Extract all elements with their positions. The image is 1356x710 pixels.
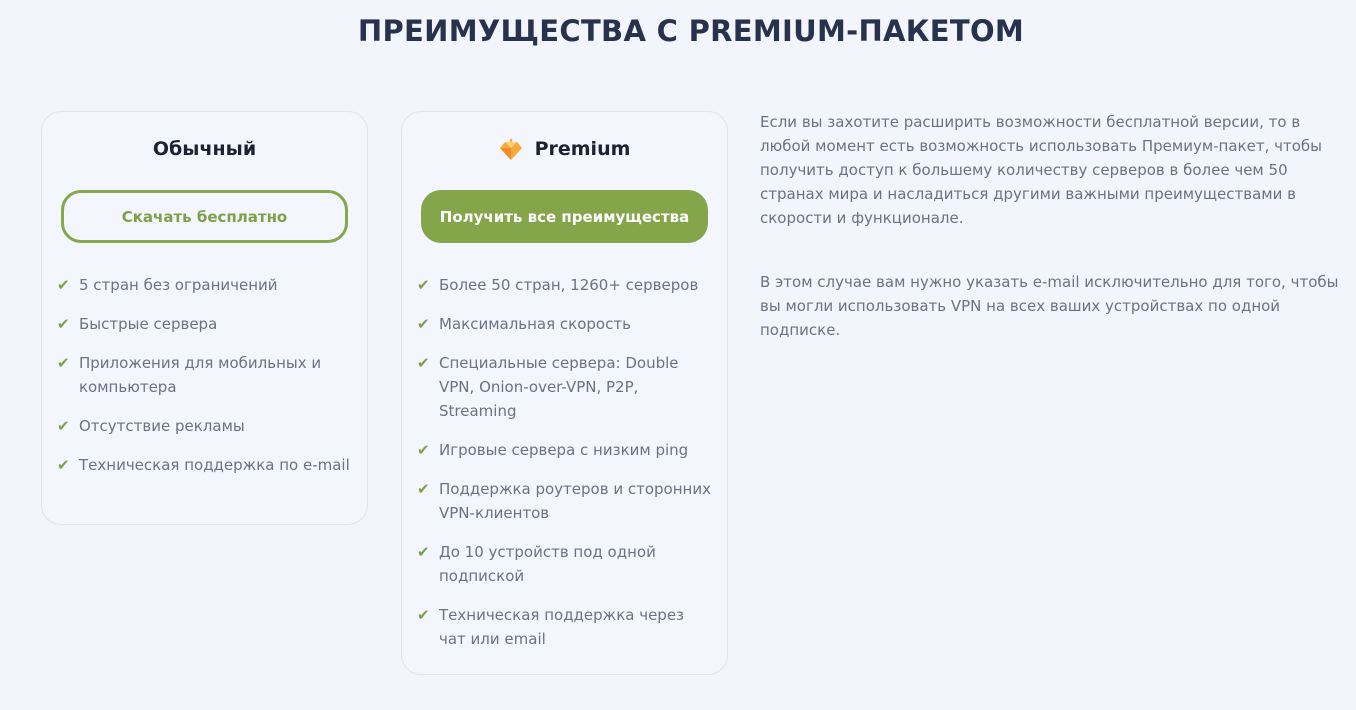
- check-icon: ✔: [417, 315, 430, 333]
- list-item: ✔ 5 стран без ограничений: [57, 273, 353, 297]
- list-item: ✔ До 10 устройств под одной подпиской: [417, 540, 713, 588]
- list-item: ✔ Техническая поддержка через чат или ema…: [417, 603, 713, 651]
- description-paragraph: Если вы захотите расширить возможности б…: [760, 113, 1322, 227]
- description: Если вы захотите расширить возможности б…: [760, 110, 1340, 382]
- plan-name: Premium: [534, 138, 631, 160]
- check-icon: ✔: [57, 276, 70, 294]
- check-icon: ✔: [57, 315, 70, 333]
- page-title: ПРЕИМУЩЕСТВА С PREMIUM-ПАКЕТОМ: [357, 14, 1025, 48]
- check-icon: ✔: [417, 276, 430, 294]
- feature-list: ✔ 5 стран без ограничений ✔ Быстрые сервер…: [42, 273, 367, 477]
- download-free-button[interactable]: Скачать бесплатно: [61, 190, 348, 243]
- check-icon: ✔: [57, 417, 70, 435]
- plan-title: Обычный: [42, 136, 367, 162]
- check-icon: ✔: [417, 543, 430, 561]
- get-premium-button[interactable]: Получить все преимущества: [421, 190, 708, 243]
- feature-list: ✔ Более 50 стран, 1260+ серверов ✔ Максима…: [402, 273, 727, 651]
- list-item: ✔ Техническая поддержка по e-mail: [57, 453, 353, 477]
- plan-title: Premium: [402, 136, 727, 162]
- list-item: ✔ Приложения для мобильных и компьютера: [57, 351, 353, 399]
- check-icon: ✔: [417, 480, 430, 498]
- list-item: ✔ Быстрые сервера: [57, 312, 353, 336]
- plan-name: Обычный: [152, 138, 257, 160]
- list-item: ✔ Отсутствие рекламы: [57, 414, 353, 438]
- check-icon: ✔: [57, 354, 70, 372]
- plan-card-premium: Premium Получить все преимущества ✔ Более…: [401, 111, 728, 675]
- list-item: ✔ Более 50 стран, 1260+ серверов: [417, 273, 713, 297]
- check-icon: ✔: [57, 456, 70, 474]
- description-paragraph: В этом случае вам нужно указать e-mail и…: [760, 273, 1339, 339]
- list-item: ✔ Специальные сервера: Double VPN, Onion-…: [417, 351, 713, 423]
- check-icon: ✔: [417, 354, 430, 372]
- check-icon: ✔: [417, 606, 430, 624]
- list-item: ✔ Поддержка роутеров и сторонних VPN-клие…: [417, 477, 713, 525]
- list-item: ✔ Максимальная скорость: [417, 312, 713, 336]
- list-item: ✔ Игровые сервера с низким ping: [417, 438, 713, 462]
- check-icon: ✔: [417, 441, 430, 459]
- plan-card-free: Обычный Скачать бесплатно ✔ 5 стран без о…: [41, 111, 368, 525]
- diamond-icon: [499, 138, 522, 160]
